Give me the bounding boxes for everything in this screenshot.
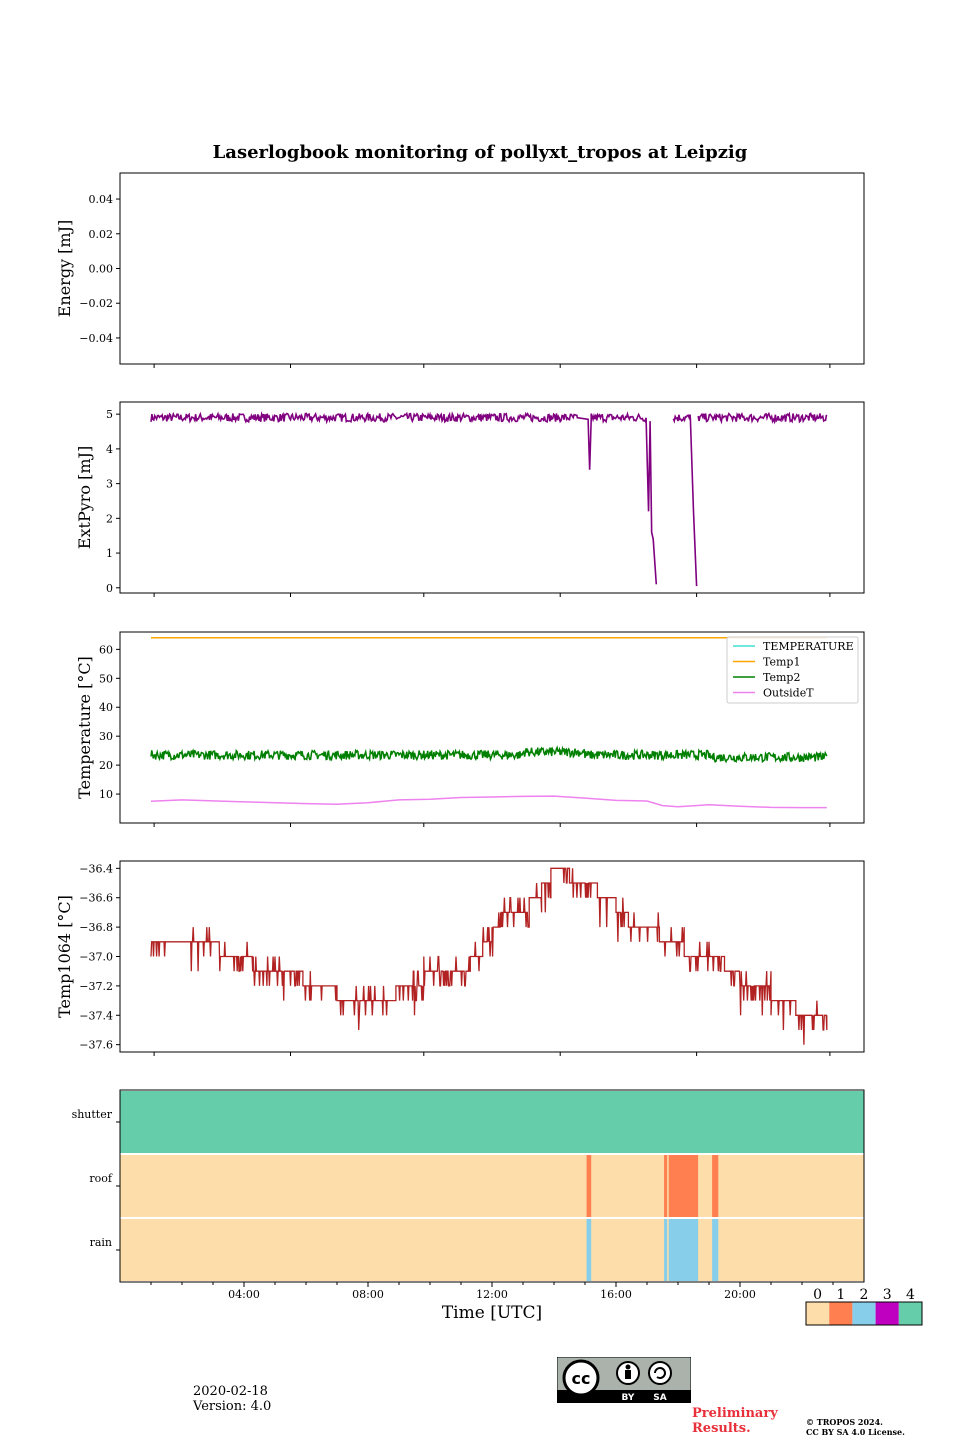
x-tick-label-status: 04:00 [228,1288,260,1301]
y-tick-label-temperature: 60 [99,643,113,656]
date-label: 2020-02-18 [193,1384,268,1399]
legend-label-outsidet: OutsideT [763,687,814,700]
y-tick-label-extpyro: 4 [106,443,113,456]
status-cell-roof [667,1155,669,1217]
legend-label-temp2: Temp2 [763,671,800,684]
y-tick-label-temp1064: −37.0 [79,951,113,964]
y-tick-label-energy: −0.04 [79,332,113,345]
plot-frame-temperature [119,631,865,824]
y-tick-label-extpyro: 5 [106,408,113,421]
y-tick-label-extpyro: 1 [106,547,113,560]
y-tick-label-energy: 0.04 [89,193,114,206]
legend-label-temp1: Temp1 [763,656,800,669]
colorbar-frame [805,1301,923,1326]
series-line-extpyro-0 [150,411,658,585]
y-axis-label-temp1064: Temp1064 [°C] [55,895,74,1018]
status-cell-rain [718,1219,865,1281]
status-cell-roof [586,1155,592,1217]
colorbar-swatch-3 [875,1302,899,1325]
legend-label-temperature: TEMPERATURE [763,640,854,653]
status-cell-rain [120,1219,587,1281]
copyright-note: © TROPOS 2024. CC BY SA 4.0 License. [806,1417,905,1437]
series-line-temp1064 [150,867,828,1045]
colorbar-label-1: 1 [836,1287,845,1303]
y-tick-label-temperature: 40 [99,701,113,714]
y-tick-label-temp1064: −37.6 [79,1039,113,1052]
cc-icon [562,1359,600,1397]
cc-text: cc [572,1369,591,1388]
series-line-outsidet [150,795,827,809]
y-tick-label-extpyro: 2 [106,512,113,525]
y-tick-label-temperature: 30 [99,730,113,743]
y-tick-label-temperature: 10 [99,788,113,801]
version-label: Version: 4.0 [193,1399,272,1414]
chart-title: Laserlogbook monitoring of pollyxt_tropo… [213,142,748,163]
status-cell-rain [591,1219,665,1281]
x-axis-label: Time [UTC] [442,1303,542,1323]
status-cell-roof [698,1155,713,1217]
status-cell-roof [591,1155,665,1217]
plot-frame-energy [119,172,865,365]
sa-share-icon [648,1361,672,1385]
y-axis-label-energy: Energy [mJ] [55,220,74,318]
preliminary-label: Preliminary [692,1406,778,1421]
status-row-label-rain: rain [90,1236,112,1249]
copyright-line2: CC BY SA 4.0 License. [806,1427,905,1437]
colorbar-label-3: 3 [883,1287,892,1303]
status-cell-rain [712,1219,719,1281]
series-line-temp2 [150,745,828,764]
colorbar-label-4: 4 [906,1287,915,1303]
status-cell-rain [664,1219,668,1281]
status-cell-rain [586,1219,592,1281]
colorbar-label-2: 2 [860,1287,869,1303]
status-row-label-roof: roof [89,1172,113,1185]
status-cell-roof [718,1155,865,1217]
status-cell-roof [120,1155,587,1217]
y-tick-label-temp1064: −37.2 [79,980,113,993]
preliminary-note: Preliminary Results. [692,1406,778,1436]
x-tick-label-status: 20:00 [724,1288,756,1301]
status-cell-rain [698,1219,713,1281]
y-tick-label-temperature: 50 [99,672,113,685]
status-cell-roof [664,1155,668,1217]
colorbar-swatch-1 [829,1302,853,1325]
status-row-label-shutter: shutter [72,1108,113,1121]
status-cell-rain [667,1219,669,1281]
by-label: BY [622,1393,635,1403]
cc-license-badge: cc BY SA [557,1357,691,1403]
y-tick-label-temperature: 20 [99,759,113,772]
colorbar-label-0: 0 [813,1287,822,1303]
y-tick-label-energy: 0.02 [89,228,114,241]
info-block: 2020-02-18 Version: 4.0 [193,1384,271,1414]
colorbar-swatch-0 [806,1302,830,1325]
status-cell-shutter [120,1091,865,1153]
x-tick-label-status: 08:00 [352,1288,384,1301]
colorbar-swatch-4 [898,1302,922,1325]
legend-box [726,636,859,704]
status-cell-roof [668,1155,699,1217]
plot-frame-extpyro [119,401,865,594]
y-tick-label-energy: −0.02 [79,297,113,310]
y-tick-label-temp1064: −37.4 [79,1009,113,1022]
y-tick-label-temp1064: −36.4 [79,862,113,875]
y-tick-label-extpyro: 0 [106,582,113,595]
y-axis-label-temperature: Temperature [°C] [75,656,94,799]
y-tick-label-energy: 0.00 [89,263,114,276]
series-line-extpyro-1 [672,414,698,587]
y-tick-label-temp1064: −36.8 [79,921,113,934]
copyright-line1: © TROPOS 2024. [806,1417,883,1427]
series-line-extpyro-2 [697,411,828,425]
x-tick-label-status: 16:00 [600,1288,632,1301]
colorbar-swatch-2 [852,1302,876,1325]
status-cell-rain [668,1219,699,1281]
y-tick-label-extpyro: 3 [106,478,113,491]
status-cell-roof [712,1155,719,1217]
y-axis-label-extpyro: ExtPyro [mJ] [75,446,94,549]
results-label: Results. [692,1421,751,1436]
x-tick-label-status: 12:00 [476,1288,508,1301]
sa-label: SA [653,1393,666,1403]
y-tick-label-temp1064: −36.6 [79,892,113,905]
